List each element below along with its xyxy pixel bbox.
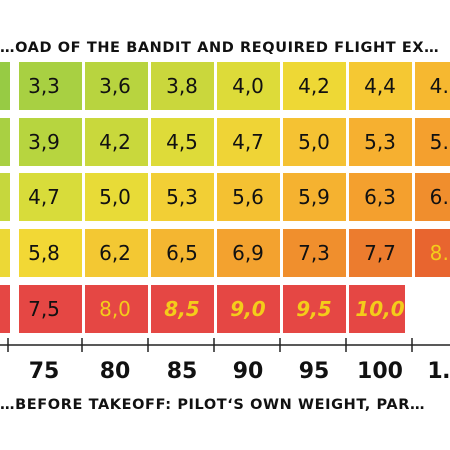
cell-value-label: 6… — [430, 185, 450, 209]
heatmap-cell — [283, 62, 346, 110]
heatmap-cell — [349, 62, 412, 110]
heatmap-cell — [151, 118, 214, 166]
cell-value-label: 7,5 — [28, 297, 60, 321]
cell-value-label: 7,3 — [298, 241, 330, 265]
heatmap-cell — [217, 173, 280, 221]
heatmap-cell — [85, 118, 148, 166]
heatmap-cell-partial — [0, 173, 10, 221]
cell-value-label: 4,0 — [232, 74, 264, 98]
heatmap-cell — [283, 285, 346, 333]
x-tick-label: 95 — [299, 359, 330, 384]
cell-value-label: 4,2 — [298, 74, 330, 98]
heatmap-cell — [19, 285, 82, 333]
x-tick-label: 80 — [100, 359, 131, 384]
x-tick-label: 1… — [427, 359, 450, 384]
cell-value-label: 6,5 — [166, 241, 198, 265]
heatmap-cell — [217, 229, 280, 277]
x-tick-label: 85 — [167, 359, 198, 384]
heatmap-cell — [217, 285, 280, 333]
heatmap-cell — [349, 118, 412, 166]
heatmap-cell-partial — [0, 62, 10, 110]
heatmap-cell — [217, 118, 280, 166]
cell-value-label: 5,9 — [298, 185, 330, 209]
cell-value-label: 9,0 — [230, 297, 266, 321]
cell-value-label: 8,5 — [164, 297, 199, 321]
heatmap-labels: 3,3 3,6 3,8 4,0 4,2 4,4 4… 3,9 4,2 4,5 4,7 5,0 5,3 5…… — [28, 74, 450, 321]
heatmap-cell-partial — [0, 118, 10, 166]
cell-value-label: 6,2 — [99, 241, 131, 265]
cell-value-label: 4,7 — [28, 185, 60, 209]
cell-value-label: 5,0 — [99, 185, 131, 209]
cell-value-label: 5,0 — [298, 130, 330, 154]
cell-value-label: 3,9 — [28, 130, 60, 154]
x-tick-label: 90 — [233, 359, 264, 384]
cell-value-label: 10,0 — [355, 297, 404, 321]
heatmap-cell — [151, 62, 214, 110]
heatmap-cell — [19, 173, 82, 221]
heatmap-cell — [283, 229, 346, 277]
heatmap-cell — [151, 173, 214, 221]
cell-value-label: 3,3 — [28, 74, 60, 98]
cell-value-label: 3,6 — [99, 74, 131, 98]
heatmap-cell — [415, 62, 450, 110]
cell-value-label: 5,8 — [28, 241, 60, 265]
heatmap-cell — [85, 62, 148, 110]
cell-value-label: 6,9 — [232, 241, 264, 265]
x-tick-label: 75 — [29, 359, 60, 384]
heatmap-cells — [0, 62, 450, 333]
cell-value-label: 5,6 — [232, 185, 264, 209]
heatmap-cell — [415, 229, 450, 277]
heatmap-cell — [85, 173, 148, 221]
cell-value-label: 4,5 — [166, 130, 198, 154]
cell-value-label: 4,2 — [99, 130, 131, 154]
cell-value-label: 4,4 — [364, 74, 396, 98]
heatmap-cell — [217, 62, 280, 110]
heatmap-cell-partial — [0, 229, 10, 277]
cell-value-label: 4… — [430, 74, 450, 98]
heatmap-cell — [415, 173, 450, 221]
heatmap-cell — [283, 118, 346, 166]
heatmap-cell — [151, 285, 214, 333]
cell-value-label: 7,7 — [364, 241, 396, 265]
heatmap-cell — [349, 229, 412, 277]
cell-value-label: 8… — [430, 241, 450, 265]
cell-value-label: 9,5 — [296, 297, 331, 321]
heatmap-cell — [19, 62, 82, 110]
x-axis: 75 80 85 90 95 100 1… — [0, 338, 450, 384]
cell-value-label: 5… — [430, 130, 450, 154]
heatmap-cell — [85, 229, 148, 277]
heatmap-cell — [19, 229, 82, 277]
x-axis-label: …BEFORE TAKEOFF: PILOT‘S OWN WEIGHT, PAR… — [0, 397, 426, 413]
heatmap-cell — [85, 285, 148, 333]
cell-value-label: 5,3 — [364, 130, 396, 154]
heatmap-cell — [19, 118, 82, 166]
heatmap-cell — [415, 118, 450, 166]
cell-value-label: 5,3 — [166, 185, 198, 209]
cell-value-label: 3,8 — [166, 74, 198, 98]
chart-title: …OAD OF THE BANDIT AND REQUIRED FLIGHT E… — [0, 40, 440, 56]
x-tick-label: 100 — [357, 359, 403, 384]
cell-value-label: 8,0 — [99, 297, 131, 321]
cell-value-label: 6,3 — [364, 185, 396, 209]
cell-value-label: 4,7 — [232, 130, 264, 154]
heatmap-cell — [349, 285, 405, 333]
heatmap-cell — [151, 229, 214, 277]
heatmap-cell — [283, 173, 346, 221]
heatmap-cell — [349, 173, 412, 221]
heatmap-cell-partial — [0, 285, 10, 333]
